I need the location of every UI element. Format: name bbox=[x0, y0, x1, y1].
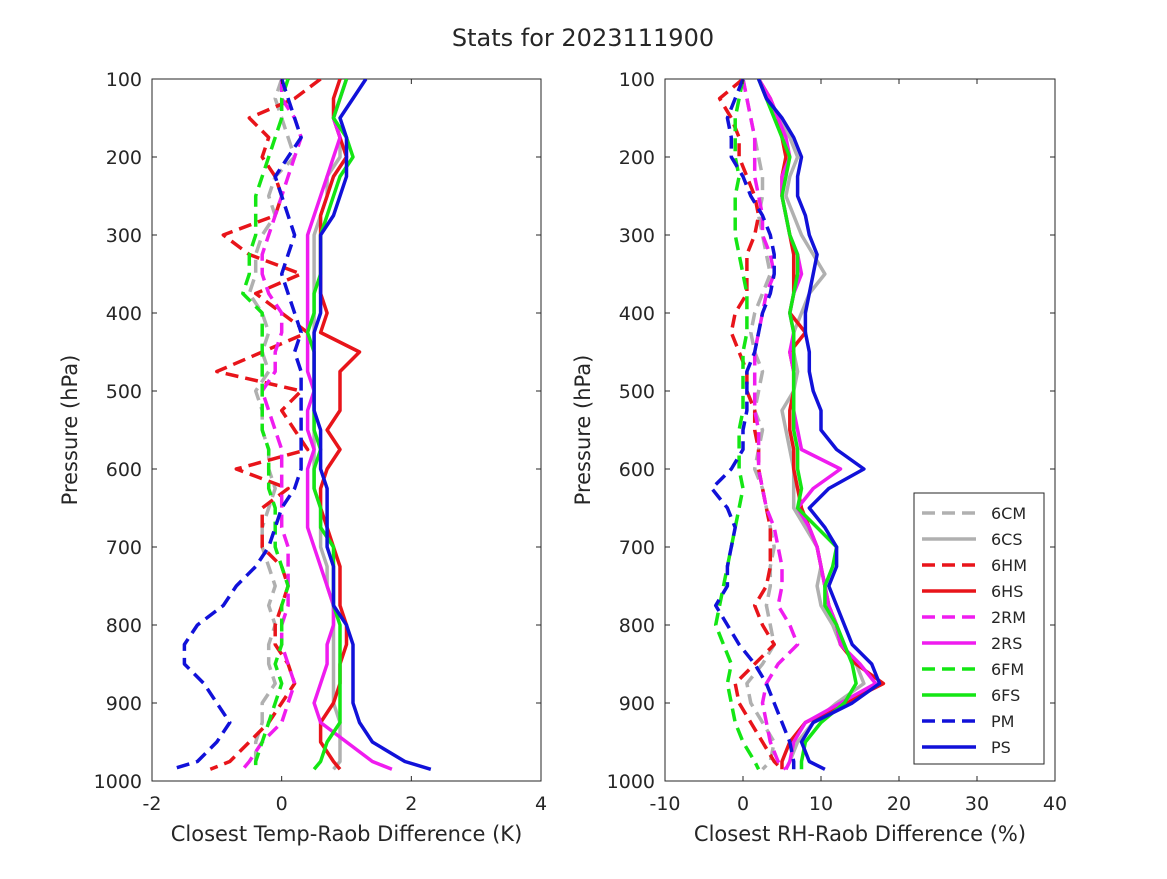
legend-box bbox=[913, 492, 1045, 765]
y-tick-label: 200 bbox=[619, 147, 655, 169]
y-tick-label: 400 bbox=[106, 303, 142, 325]
y-tick-label: 700 bbox=[619, 537, 655, 559]
x-tick-label: 20 bbox=[887, 793, 911, 815]
x-tick-label: 10 bbox=[809, 793, 833, 815]
plot-frame-left bbox=[151, 78, 542, 782]
y-tick-label: 700 bbox=[106, 537, 142, 559]
y-tick-label: 100 bbox=[619, 69, 655, 91]
y-axis-label: Pressure (hPa) bbox=[571, 355, 595, 506]
x-tick-label: -2 bbox=[143, 793, 162, 815]
axes-left: -2 0 2 4 100 200 300 400 500 600 700 800 900 1000 Clos… bbox=[58, 69, 547, 846]
legend-label-6FM: 6FM bbox=[991, 660, 1024, 679]
legend-label-6CS: 6CS bbox=[991, 530, 1023, 549]
legend-label-6HM: 6HM bbox=[991, 556, 1027, 575]
series-line-2RS bbox=[305, 79, 393, 771]
y-tick-label: 400 bbox=[619, 303, 655, 325]
x-axis-label: Closest Temp-Raob Difference (K) bbox=[171, 822, 523, 846]
y-tick-label: 600 bbox=[106, 459, 142, 481]
series-line-PS bbox=[312, 79, 432, 771]
series-line-PM bbox=[710, 79, 796, 770]
y-tick-label: 900 bbox=[106, 693, 142, 715]
x-tick-label: 4 bbox=[535, 793, 547, 815]
series-line-PM bbox=[170, 79, 303, 771]
series-line-6FS bbox=[305, 79, 355, 771]
series-line-2RM bbox=[741, 79, 800, 771]
series-line-6CM bbox=[741, 79, 776, 771]
y-tick-label: 300 bbox=[619, 225, 655, 247]
y-tick-label: 600 bbox=[619, 459, 655, 481]
legend-label-6CM: 6CM bbox=[991, 504, 1026, 523]
x-axis-label: Closest RH-Raob Difference (%) bbox=[694, 822, 1026, 846]
x-tick-label: 2 bbox=[405, 793, 417, 815]
y-tick-label: 1000 bbox=[607, 771, 655, 793]
y-tick-label: 800 bbox=[619, 615, 655, 637]
x-tick-label: 0 bbox=[737, 793, 749, 815]
legend-label-2RS: 2RS bbox=[991, 634, 1022, 653]
y-axis-label: Pressure (hPa) bbox=[58, 355, 82, 506]
y-tick-label: 300 bbox=[106, 225, 142, 247]
legend-label-2RM: 2RM bbox=[991, 608, 1026, 627]
series-line-6HM bbox=[717, 79, 784, 771]
series-line-6FM bbox=[241, 79, 290, 770]
legend-label-PM: PM bbox=[991, 712, 1014, 731]
legend-label-PS: PS bbox=[991, 738, 1011, 757]
legend: 6CM 6CS 6HM 6HS 2RM 2RS 6FM 6FS PM PS bbox=[913, 492, 1045, 765]
figure-title: Stats for 2023111900 bbox=[452, 24, 714, 52]
x-tick-label: -10 bbox=[649, 793, 680, 815]
series-group-left bbox=[170, 79, 432, 771]
x-tick-label: 40 bbox=[1043, 793, 1067, 815]
legend-label-6HS: 6HS bbox=[991, 582, 1023, 601]
y-tick-label: 800 bbox=[106, 615, 142, 637]
series-line-6FS bbox=[756, 79, 858, 770]
series-group-right bbox=[710, 79, 886, 771]
y-tick-label: 200 bbox=[106, 147, 142, 169]
legend-label-6FS: 6FS bbox=[991, 686, 1020, 705]
y-tick-label: 500 bbox=[106, 381, 142, 403]
x-tick-label: 0 bbox=[276, 793, 288, 815]
y-tick-label: 900 bbox=[619, 693, 655, 715]
y-tick-label: 100 bbox=[106, 69, 142, 91]
x-tick-label: 30 bbox=[965, 793, 989, 815]
series-line-PS bbox=[756, 79, 882, 771]
y-tick-label: 1000 bbox=[94, 771, 142, 793]
y-tick-label: 500 bbox=[619, 381, 655, 403]
